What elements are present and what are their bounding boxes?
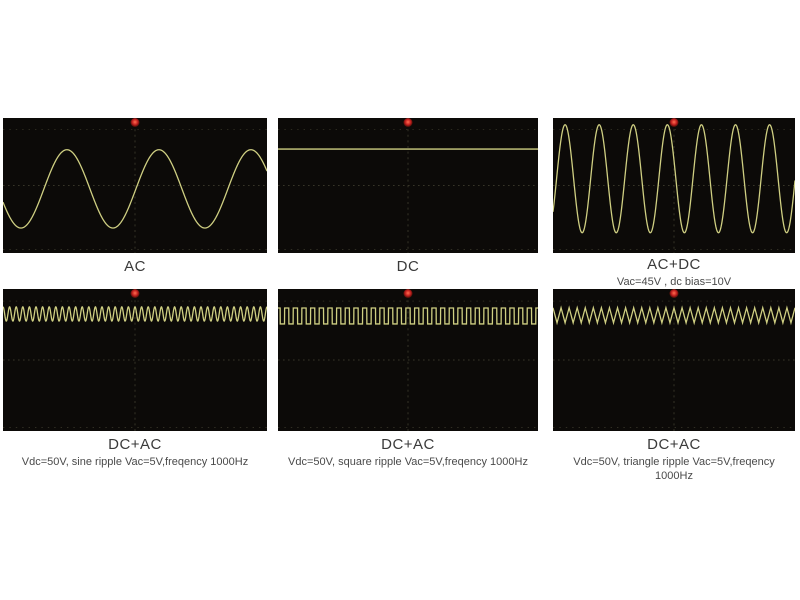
- trigger-marker-icon: [130, 118, 140, 127]
- oscilloscope-screen-dc-plus-ac-sine: [3, 289, 267, 431]
- scope-title: AC: [124, 258, 146, 275]
- oscilloscope-screen-dc: [278, 118, 538, 253]
- scope-caption: Vac=45V , dc bias=10V: [616, 276, 732, 288]
- waveform-svg: [553, 289, 795, 431]
- scope-title: AC+DC: [647, 256, 701, 273]
- oscilloscope-screen-ac: [3, 118, 267, 253]
- trigger-marker-icon: [130, 289, 140, 298]
- graticule: [553, 118, 795, 253]
- waveform-svg: [278, 118, 538, 253]
- scope-caption: Vdc=50V, sine ripple Vac=5V,freqency 100…: [21, 456, 249, 468]
- trigger-marker-icon: [403, 118, 413, 127]
- graticule: [3, 289, 267, 431]
- oscilloscope-screen-dc-plus-ac-triangle: [553, 289, 795, 431]
- scope-caption-block-ac: AC: [3, 258, 267, 277]
- waveform-svg: [3, 289, 267, 431]
- scope-caption-block-dc: DC: [278, 258, 538, 277]
- graticule: [3, 118, 267, 253]
- scope-caption-block-dc-plus-ac-triangle: DC+AC Vdc=50V, triangle ripple Vac=5V,fr…: [553, 436, 795, 483]
- waveform-trace: [3, 149, 267, 229]
- waveform-svg: [3, 118, 267, 253]
- trigger-marker-icon: [403, 289, 413, 298]
- scope-title: DC+AC: [381, 436, 435, 453]
- scope-caption-block-ac-plus-dc: AC+DC Vac=45V , dc bias=10V: [553, 256, 795, 289]
- scope-title: DC: [396, 258, 420, 275]
- scope-caption: Vdc=50V, triangle ripple Vac=5V,freqency…: [573, 456, 775, 482]
- scope-caption-block-dc-plus-ac-sine: DC+AC Vdc=50V, sine ripple Vac=5V,freqen…: [3, 436, 267, 469]
- scope-caption: Vdc=50V, square ripple Vac=5V,freqency 1…: [288, 456, 528, 468]
- scope-title: DC+AC: [108, 436, 162, 453]
- graticule: [553, 289, 795, 431]
- waveform-trace: [3, 305, 267, 322]
- trigger-marker-icon: [669, 118, 679, 127]
- oscilloscope-screen-ac-plus-dc: [553, 118, 795, 253]
- graticule: [278, 118, 538, 253]
- trigger-marker-icon: [669, 289, 679, 298]
- waveform-svg: [553, 118, 795, 253]
- waveform-trace: [278, 307, 538, 325]
- waveform-trace: [553, 124, 795, 234]
- oscilloscope-screen-dc-plus-ac-square: [278, 289, 538, 431]
- graticule: [278, 289, 538, 431]
- waveform-trace: [553, 305, 795, 326]
- scope-caption-block-dc-plus-ac-square: DC+AC Vdc=50V, square ripple Vac=5V,freq…: [278, 436, 538, 469]
- scope-title: DC+AC: [647, 436, 701, 453]
- waveform-svg: [278, 289, 538, 431]
